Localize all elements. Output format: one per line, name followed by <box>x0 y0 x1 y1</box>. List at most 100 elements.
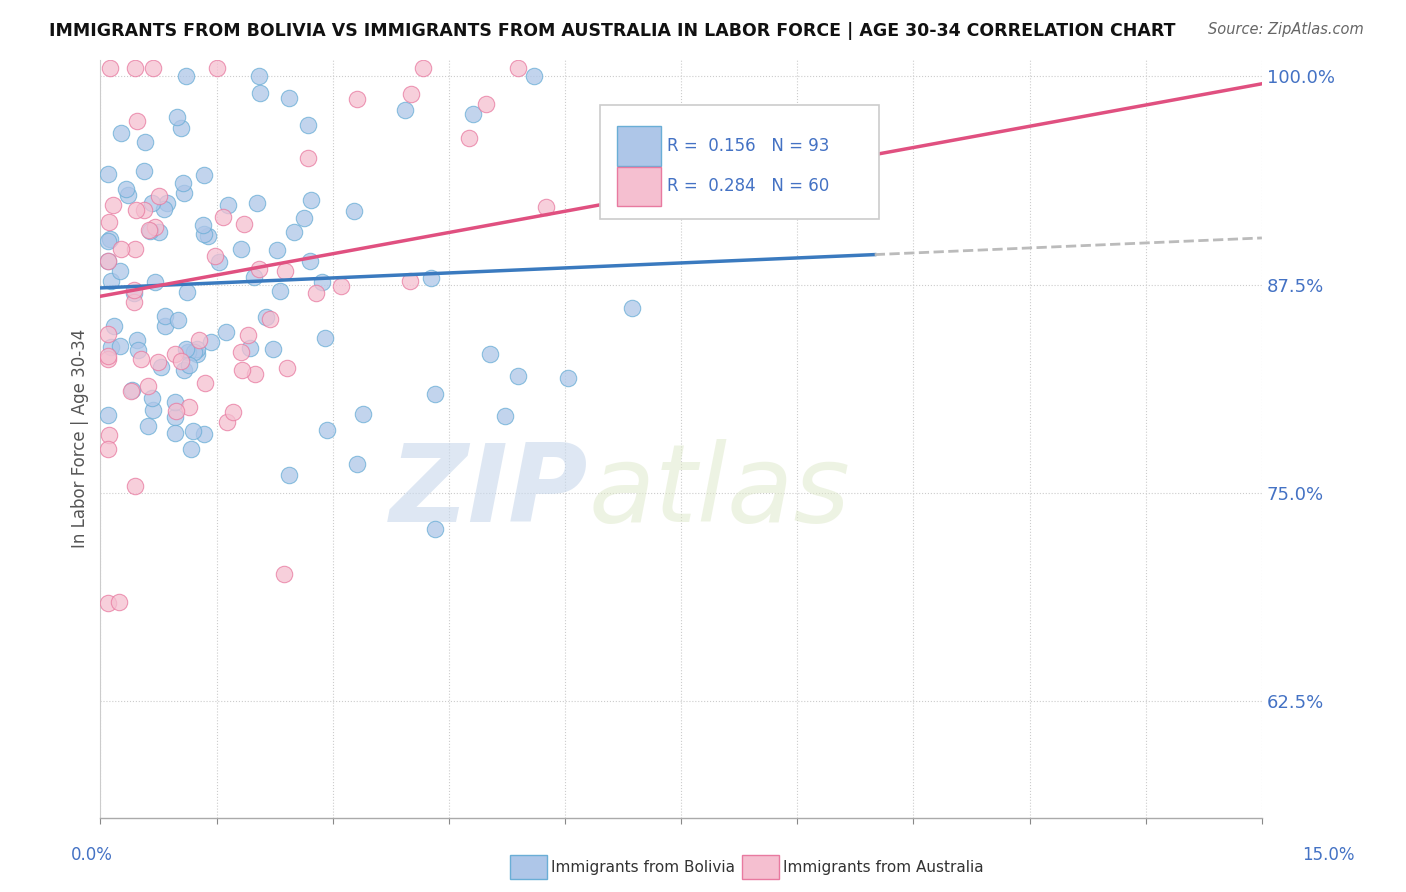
Point <box>229 243 252 257</box>
Text: R =  0.284   N = 60: R = 0.284 N = 60 <box>668 178 830 195</box>
Point <box>125 333 148 347</box>
Point <box>181 424 204 438</box>
FancyBboxPatch shape <box>617 167 661 206</box>
Point <box>97 234 120 248</box>
Point <box>463 107 485 121</box>
Point <box>205 61 228 75</box>
Point <box>204 249 226 263</box>
Point <box>200 334 222 349</box>
Point <box>165 404 187 418</box>
Point <box>173 363 195 377</box>
Point <box>458 130 481 145</box>
Point <box>143 219 166 234</box>
Point <box>173 186 195 200</box>
Point <box>120 384 142 398</box>
Point <box>412 61 434 75</box>
Point <box>124 479 146 493</box>
Point <box>141 392 163 406</box>
Point <box>346 92 368 106</box>
Point <box>165 394 187 409</box>
Point <box>148 225 170 239</box>
Point <box>314 331 336 345</box>
Text: 0.0%: 0.0% <box>70 846 112 863</box>
Point <box>110 264 132 278</box>
Point <box>156 196 179 211</box>
Point <box>247 70 270 84</box>
Point <box>176 285 198 299</box>
Point <box>153 202 176 216</box>
Point <box>297 118 319 132</box>
Point <box>399 274 422 288</box>
Point <box>122 283 145 297</box>
Point <box>186 346 208 360</box>
Point <box>352 407 374 421</box>
Point <box>283 225 305 239</box>
Point <box>177 400 200 414</box>
Point <box>183 345 205 359</box>
Point <box>110 242 132 256</box>
Text: IMMIGRANTS FROM BOLIVIA VS IMMIGRANTS FROM AUSTRALIA IN LABOR FORCE | AGE 30-34 : IMMIGRANTS FROM BOLIVIA VS IMMIGRANTS FR… <box>49 22 1175 40</box>
FancyBboxPatch shape <box>617 127 661 166</box>
Point <box>316 423 339 437</box>
Point <box>97 408 120 422</box>
Point <box>100 274 122 288</box>
Text: Immigrants from Australia: Immigrants from Australia <box>783 860 984 874</box>
Point <box>239 341 262 355</box>
Point <box>277 468 299 483</box>
Point <box>193 168 215 182</box>
Point <box>153 310 176 324</box>
Point <box>141 196 163 211</box>
Text: R =  0.156   N = 93: R = 0.156 N = 93 <box>668 137 830 155</box>
Point <box>97 167 120 181</box>
Point <box>292 211 315 225</box>
Point <box>125 203 148 218</box>
Point <box>165 347 187 361</box>
Point <box>172 176 194 190</box>
Point <box>114 182 136 196</box>
Point <box>166 110 188 124</box>
Point <box>97 349 120 363</box>
Point <box>479 347 502 361</box>
Point <box>177 344 200 359</box>
Point <box>243 368 266 382</box>
Point <box>534 200 557 214</box>
Point <box>98 232 121 246</box>
Point <box>508 369 530 384</box>
Point <box>243 270 266 285</box>
Point <box>108 339 131 353</box>
Point <box>97 442 120 456</box>
Point <box>187 334 209 348</box>
Point <box>122 294 145 309</box>
Point <box>122 286 145 301</box>
Point <box>273 567 295 582</box>
FancyBboxPatch shape <box>600 105 879 219</box>
Point <box>259 311 281 326</box>
Point <box>399 87 422 102</box>
Y-axis label: In Labor Force | Age 30-34: In Labor Force | Age 30-34 <box>72 329 89 549</box>
Point <box>193 426 215 441</box>
Point <box>142 403 165 417</box>
Point <box>232 218 254 232</box>
Point <box>276 361 298 376</box>
Point <box>299 254 322 268</box>
Point <box>394 103 416 117</box>
Point <box>621 301 644 315</box>
Point <box>127 343 149 358</box>
Point <box>165 425 187 440</box>
Point <box>222 405 245 419</box>
Point <box>186 342 208 356</box>
Point <box>475 97 498 112</box>
Point <box>129 352 152 367</box>
Point <box>103 197 125 211</box>
Point <box>134 135 156 149</box>
Point <box>212 210 235 224</box>
Point <box>103 319 125 334</box>
Point <box>299 193 322 207</box>
Point <box>132 163 155 178</box>
Text: 15.0%: 15.0% <box>1302 846 1355 863</box>
Point <box>193 218 215 232</box>
Text: Immigrants from Bolivia: Immigrants from Bolivia <box>551 860 735 874</box>
Point <box>121 384 143 398</box>
Point <box>419 271 441 285</box>
Point <box>170 354 193 368</box>
